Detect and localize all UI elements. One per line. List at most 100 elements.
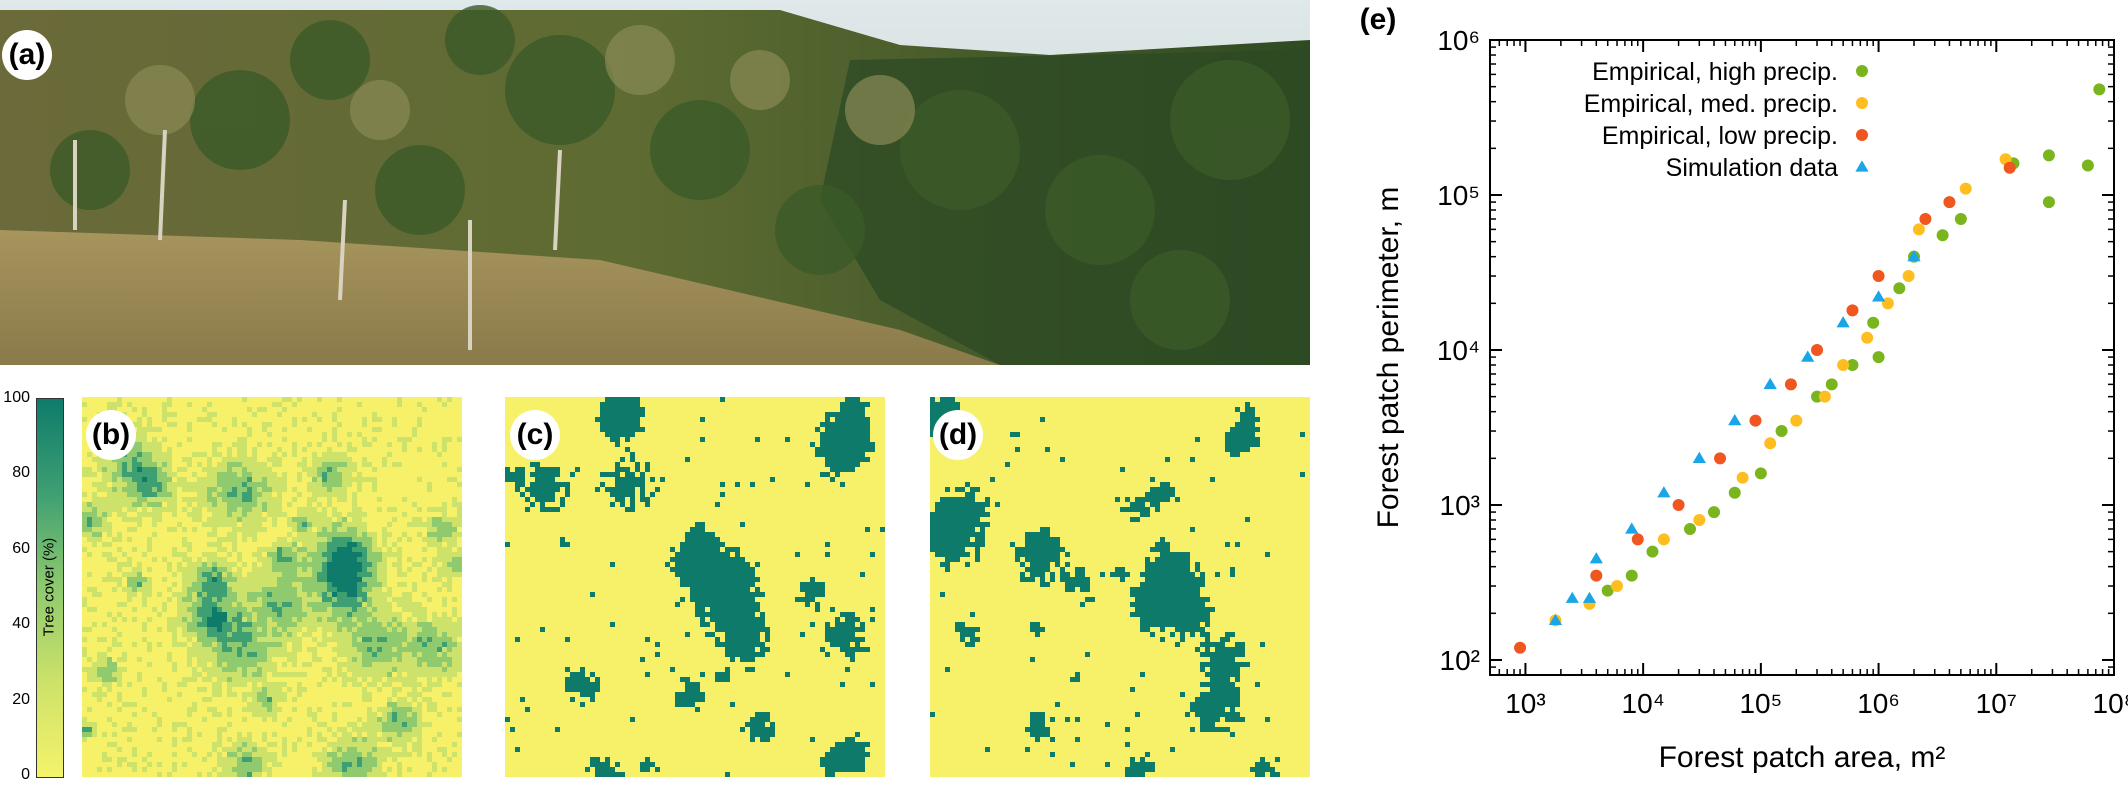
data-point — [1872, 351, 1885, 364]
data-point — [1590, 569, 1603, 582]
colorbar-title: Tree cover (%) — [40, 537, 58, 637]
data-point — [1959, 182, 1972, 195]
y-tick-label: 10³ — [1440, 490, 1480, 521]
data-point — [1565, 591, 1579, 603]
data-point — [1801, 350, 1815, 362]
y-tick-label: 10⁴ — [1437, 335, 1480, 366]
data-point — [1683, 522, 1696, 535]
data-point — [1907, 250, 1921, 262]
x-axis-label: Forest patch area, m² — [1659, 741, 1946, 774]
data-point — [1846, 359, 1859, 372]
series-empirical-high-precip- — [1601, 83, 2106, 597]
data-point — [1764, 437, 1777, 450]
data-point — [1708, 506, 1721, 519]
series-empirical-low-precip- — [1514, 161, 2016, 654]
data-point — [1856, 129, 1868, 141]
data-point — [1837, 359, 1850, 372]
tree-cover-map — [82, 397, 462, 777]
data-point — [1954, 213, 1967, 226]
x-tick-label: 10⁶ — [1857, 688, 1900, 719]
data-point — [1871, 290, 1886, 302]
panel-label-a: (a) — [2, 30, 52, 80]
x-tick-label: 10⁴ — [1622, 688, 1665, 719]
tree-cover-colorbar — [36, 398, 64, 778]
forest-map-d — [930, 397, 1310, 777]
data-point — [1693, 514, 1706, 527]
data-point — [1631, 533, 1644, 546]
panel-label-b: (b) — [86, 410, 136, 460]
data-point — [1818, 390, 1831, 403]
data-point — [1902, 270, 1915, 283]
data-point — [2093, 83, 2106, 96]
data-point — [1657, 533, 1670, 546]
data-point — [1919, 213, 1932, 226]
data-point — [1872, 270, 1885, 283]
data-point — [1657, 486, 1671, 498]
data-point — [1867, 316, 1880, 329]
data-point — [1881, 297, 1894, 310]
x-tick-label: 10³ — [1505, 688, 1545, 719]
data-point — [1790, 414, 1803, 427]
legend-label: Empirical, med. precip. — [1584, 90, 1838, 118]
series-empirical-med-precip- — [1549, 153, 2012, 627]
data-point — [2042, 196, 2055, 209]
data-point — [1692, 451, 1706, 463]
data-point — [1749, 414, 1762, 427]
legend-label: Simulation data — [1666, 154, 1838, 182]
data-point — [1736, 471, 1749, 484]
colorbar-tick-20: 20 — [12, 691, 30, 708]
data-point — [1836, 316, 1850, 328]
legend-label: Empirical, high precip. — [1592, 58, 1838, 86]
data-point — [1601, 584, 1614, 597]
data-point — [1856, 97, 1868, 109]
x-tick-label: 10⁵ — [1739, 688, 1782, 719]
colorbar-tick-40: 40 — [12, 615, 30, 632]
y-tick-label: 10⁵ — [1437, 180, 1480, 211]
colorbar-tick-0: 0 — [21, 766, 30, 783]
data-point — [1625, 522, 1639, 534]
data-point — [1825, 378, 1838, 391]
data-point — [1784, 378, 1797, 391]
data-point — [1912, 223, 1925, 236]
data-point — [1625, 569, 1638, 582]
panel-label-d: (d) — [933, 410, 983, 460]
data-point — [2003, 161, 2016, 174]
y-tick-label: 10⁶ — [1437, 25, 1480, 56]
data-point — [1548, 613, 1563, 626]
data-point — [1646, 545, 1659, 558]
data-point — [1611, 580, 1624, 593]
data-point — [1943, 196, 1956, 209]
data-point — [1936, 229, 1949, 242]
patch-scatter-chart: 10³ 10⁴ 10⁵ 10⁶ 10⁷ 10⁸ 10² 10³ 10⁴ 10⁵ 10⁶ Forest … — [1360, 0, 2128, 785]
forest-map-c — [505, 397, 885, 777]
data-point — [1846, 304, 1859, 317]
data-point — [1589, 552, 1603, 564]
data-point — [1861, 331, 1874, 344]
colorbar-tick-100: 100 — [3, 389, 30, 406]
data-point — [1714, 452, 1727, 465]
y-axis-label: Forest patch perimeter, m — [1372, 187, 1405, 529]
data-point — [1855, 160, 1869, 172]
data-point — [1811, 343, 1824, 356]
data-point — [2081, 159, 2094, 172]
data-point — [1856, 65, 1868, 77]
data-point — [1514, 641, 1527, 654]
x-tick-label: 10⁸ — [2093, 688, 2128, 719]
panel-label-e: (e) — [1353, 0, 1403, 45]
panel-label-c: (c) — [510, 410, 560, 460]
x-tick-label: 10⁷ — [1976, 688, 2017, 719]
landscape-photo — [0, 0, 1310, 365]
data-point — [2042, 149, 2055, 162]
legend-label: Empirical, low precip. — [1602, 122, 1838, 150]
data-point — [1728, 486, 1741, 499]
data-point — [1775, 425, 1788, 438]
data-point — [1754, 467, 1767, 480]
data-point — [1582, 591, 1597, 603]
colorbar-tick-80: 80 — [12, 464, 30, 481]
series-simulation-data — [1548, 250, 1921, 626]
data-point — [1763, 377, 1777, 389]
data-point — [1893, 282, 1906, 295]
colorbar-tick-60: 60 — [12, 540, 30, 557]
y-tick-label: 10² — [1440, 645, 1480, 676]
data-point — [1728, 414, 1742, 426]
